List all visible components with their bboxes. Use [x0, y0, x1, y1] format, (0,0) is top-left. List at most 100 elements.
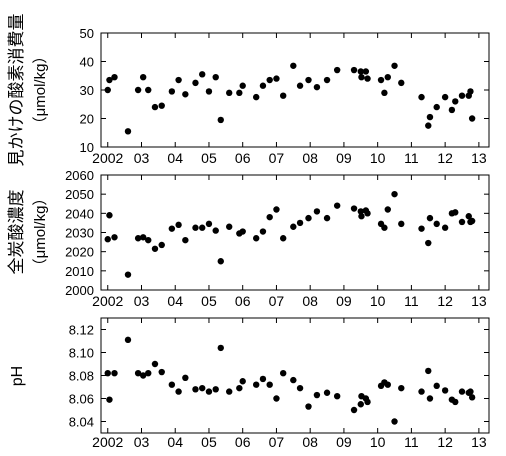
data-point-3	[391, 418, 398, 425]
data-point-2	[290, 223, 297, 230]
y-tick-label-3: 8.08	[69, 369, 94, 384]
x-tick-label-3: 11	[404, 434, 419, 450]
data-point-1	[384, 73, 391, 81]
data-point-3	[313, 391, 321, 399]
data-point-3	[364, 398, 371, 406]
x-tick-label-1: 2002	[92, 150, 123, 166]
data-point-2	[381, 224, 388, 231]
data-point-2	[124, 271, 132, 278]
y-tick-label-3: 8.06	[69, 392, 94, 407]
data-point-2	[226, 223, 233, 230]
data-point-3	[199, 384, 206, 392]
y-axis-label-1: 見かけの酸素消費量	[7, 14, 26, 167]
data-point-3	[425, 367, 432, 375]
data-point-2	[151, 245, 159, 252]
x-tick-label-1: 11	[404, 150, 419, 166]
x-tick-label-3: 07	[269, 434, 285, 450]
data-point-1	[418, 93, 425, 101]
data-point-1	[175, 76, 182, 84]
y-tick-label-2: 2050	[65, 187, 94, 202]
data-point-3	[290, 376, 297, 384]
data-point-1	[425, 122, 432, 129]
x-tick-label-2: 11	[404, 293, 419, 309]
data-point-1	[104, 86, 111, 94]
data-point-3	[175, 388, 182, 395]
data-point-3	[323, 389, 331, 396]
data-point-1	[205, 88, 213, 95]
data-point-2	[106, 212, 113, 219]
data-point-2	[158, 241, 165, 249]
data-point-1	[468, 115, 476, 122]
data-point-1	[426, 113, 434, 121]
data-point-3	[226, 388, 233, 395]
data-point-2	[199, 224, 206, 231]
data-point-2	[182, 236, 189, 244]
data-point-3	[333, 393, 341, 400]
data-point-1	[290, 62, 297, 69]
data-point-3	[106, 396, 113, 403]
data-point-3	[468, 394, 476, 401]
data-point-3	[426, 395, 434, 402]
data-point-3	[145, 370, 152, 377]
data-point-1	[266, 76, 273, 84]
data-point-3	[441, 387, 449, 394]
x-tick-label-3: 04	[167, 434, 183, 450]
data-point-1	[357, 68, 364, 75]
data-point-2	[205, 220, 213, 228]
x-tick-label-3: 06	[235, 434, 251, 450]
data-point-3	[192, 386, 199, 393]
data-point-2	[333, 202, 341, 209]
data-point-2	[323, 214, 331, 222]
data-point-2	[239, 228, 246, 235]
y-tick-label-1: 30	[80, 83, 94, 98]
data-point-3	[452, 398, 459, 406]
data-point-1	[226, 89, 233, 97]
data-point-3	[279, 370, 287, 377]
data-point-1	[433, 103, 440, 111]
y-tick-label-2: 2000	[65, 283, 94, 298]
x-tick-label-2: 12	[437, 293, 453, 309]
x-tick-label-2: 03	[134, 293, 150, 309]
data-point-1	[217, 116, 224, 124]
x-tick-label-1: 09	[336, 150, 352, 166]
data-point-1	[467, 88, 474, 95]
data-point-2	[452, 209, 459, 216]
data-point-2	[398, 220, 405, 228]
data-point-2	[391, 190, 398, 198]
data-point-3	[458, 388, 466, 395]
x-tick-label-3: 05	[201, 434, 217, 450]
y-axis-label-3: pH	[9, 366, 26, 386]
data-point-3	[305, 403, 312, 410]
x-tick-label-3: 10	[370, 434, 386, 450]
data-point-2	[253, 235, 260, 242]
y-axis-label-2: 全炭酸濃度	[7, 190, 26, 275]
y-tick-label-2: 2010	[65, 264, 94, 279]
data-point-2	[134, 235, 142, 242]
y-tick-label-1: 20	[80, 112, 94, 127]
data-point-3	[273, 395, 280, 402]
data-point-3	[205, 388, 213, 395]
data-point-2	[364, 210, 371, 217]
y-tick-label-3: 8.12	[69, 323, 94, 338]
x-tick-label-3: 09	[336, 434, 352, 450]
x-tick-label-1: 08	[302, 150, 318, 166]
data-point-1	[364, 75, 371, 82]
data-point-3	[259, 375, 267, 383]
data-point-3	[111, 370, 118, 377]
data-point-1	[362, 68, 370, 75]
data-point-2	[384, 206, 391, 213]
x-tick-label-2: 2002	[92, 293, 123, 309]
data-point-2	[175, 221, 182, 229]
x-tick-label-1: 07	[269, 150, 285, 166]
y-tick-label-3: 8.10	[69, 346, 94, 361]
data-point-3	[384, 381, 391, 388]
data-point-1	[145, 86, 152, 94]
data-point-1	[441, 93, 449, 101]
y-tick-label-2: 2040	[65, 206, 94, 221]
data-point-3	[158, 368, 165, 376]
data-point-1	[305, 76, 312, 84]
data-point-1	[124, 128, 132, 135]
data-point-1	[381, 89, 388, 97]
x-tick-label-1: 05	[201, 150, 217, 166]
data-point-2	[168, 225, 176, 232]
